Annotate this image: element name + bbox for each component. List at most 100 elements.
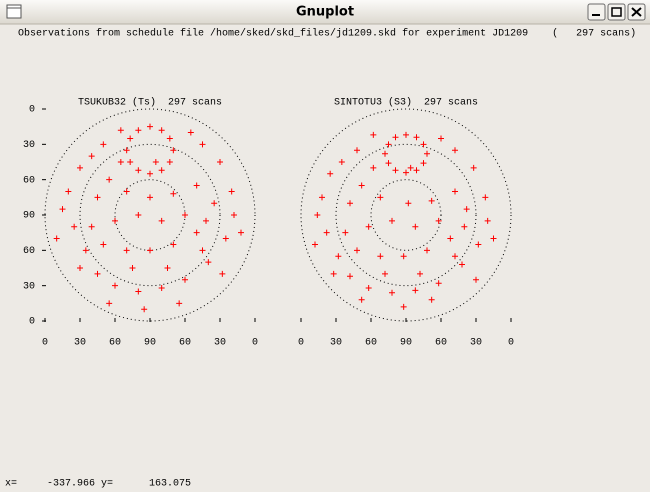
scan-point bbox=[438, 135, 444, 142]
scan-point bbox=[193, 229, 200, 236]
x-tick-label: 60 bbox=[109, 338, 121, 349]
scan-point bbox=[417, 270, 423, 277]
x-tick-label: 0 bbox=[252, 338, 258, 349]
scan-point bbox=[100, 141, 107, 148]
scan-point bbox=[392, 167, 399, 174]
scan-point bbox=[407, 164, 414, 171]
scan-point bbox=[342, 229, 349, 236]
scan-point bbox=[219, 270, 226, 277]
close-button[interactable] bbox=[627, 3, 646, 21]
scan-point bbox=[452, 188, 458, 195]
scan-point bbox=[370, 164, 377, 171]
scan-point bbox=[389, 289, 395, 296]
app-icon bbox=[6, 4, 22, 19]
scan-point bbox=[170, 241, 177, 248]
scan-point bbox=[88, 223, 95, 230]
scan-point bbox=[203, 217, 209, 224]
scan-point bbox=[405, 200, 412, 207]
y-tick-label: 0 bbox=[29, 105, 35, 116]
title-bar bbox=[0, 0, 650, 24]
scan-point bbox=[473, 276, 479, 283]
scan-point bbox=[141, 306, 148, 313]
scan-point bbox=[176, 300, 183, 307]
scan-point bbox=[182, 212, 188, 218]
scan-point bbox=[424, 150, 430, 157]
scan-point bbox=[77, 265, 83, 271]
scan-point bbox=[312, 241, 318, 248]
x-tick-label: 30 bbox=[330, 338, 342, 349]
scan-point bbox=[106, 176, 113, 183]
scan-point bbox=[400, 253, 407, 260]
y-tick-label: 30 bbox=[23, 281, 35, 292]
scan-point bbox=[112, 282, 118, 289]
polar-ring bbox=[44, 108, 256, 322]
scan-point bbox=[314, 212, 321, 218]
scan-point bbox=[435, 217, 442, 224]
minimize-button[interactable] bbox=[587, 3, 606, 21]
scan-point bbox=[354, 147, 360, 154]
x-tick-label: 90 bbox=[144, 338, 156, 349]
y-tick-label: 0 bbox=[29, 317, 35, 328]
x-tick-label: 30 bbox=[214, 338, 226, 349]
scan-point bbox=[71, 223, 78, 230]
scan-point bbox=[205, 259, 212, 266]
scan-point bbox=[100, 241, 107, 248]
scan-point bbox=[199, 247, 206, 254]
scan-point bbox=[123, 147, 130, 154]
scan-point bbox=[152, 159, 159, 165]
scan-point bbox=[166, 159, 173, 165]
scan-point bbox=[428, 197, 435, 204]
scan-point bbox=[129, 265, 136, 271]
scan-point bbox=[382, 150, 388, 157]
scan-point bbox=[354, 247, 360, 254]
scan-point bbox=[327, 170, 334, 177]
scan-point bbox=[217, 159, 223, 165]
scan-point bbox=[323, 229, 330, 236]
scan-point bbox=[147, 123, 153, 130]
polar-ring bbox=[370, 179, 442, 251]
scan-point bbox=[377, 194, 384, 201]
scan-point bbox=[461, 223, 468, 230]
scan-point bbox=[117, 127, 124, 134]
scan-point bbox=[158, 167, 165, 174]
scan-point bbox=[412, 287, 419, 294]
scan-point bbox=[420, 141, 427, 148]
x-tick-label: 0 bbox=[508, 338, 514, 349]
scan-point bbox=[370, 131, 377, 138]
scan-point bbox=[117, 159, 124, 165]
scan-point bbox=[135, 127, 142, 134]
scan-point bbox=[182, 276, 188, 283]
y-tick-label: 30 bbox=[23, 140, 35, 151]
scan-point bbox=[127, 135, 134, 142]
scan-point bbox=[338, 159, 345, 165]
scan-point bbox=[490, 235, 497, 242]
maximize-button[interactable] bbox=[607, 3, 626, 21]
scan-point bbox=[420, 160, 427, 167]
scan-point bbox=[365, 285, 372, 292]
plot-title: TSUKUB32 (Ts) 297 scans bbox=[78, 97, 222, 109]
x-tick-label: 0 bbox=[42, 338, 48, 349]
scan-point bbox=[123, 188, 130, 195]
scan-point bbox=[475, 241, 482, 248]
plot-title: SINTOTU3 (S3) 297 scans bbox=[334, 97, 478, 109]
scan-point bbox=[82, 247, 89, 254]
scan-point bbox=[400, 303, 407, 310]
scan-point bbox=[377, 253, 384, 260]
polar-ring bbox=[300, 108, 512, 322]
scan-point bbox=[392, 134, 399, 141]
scan-point bbox=[330, 270, 337, 277]
scan-point bbox=[463, 206, 470, 213]
scan-point bbox=[106, 300, 113, 307]
x-tick-label: 30 bbox=[74, 338, 86, 349]
polar-ring bbox=[79, 143, 221, 287]
x-tick-label: 30 bbox=[470, 338, 482, 349]
scan-point bbox=[164, 265, 171, 271]
scan-point bbox=[147, 247, 153, 254]
scan-point bbox=[94, 194, 101, 201]
scan-point bbox=[170, 147, 177, 154]
scan-point bbox=[158, 285, 165, 292]
scan-point bbox=[319, 194, 325, 201]
y-tick-label: 90 bbox=[23, 211, 35, 222]
scan-point bbox=[112, 217, 118, 224]
